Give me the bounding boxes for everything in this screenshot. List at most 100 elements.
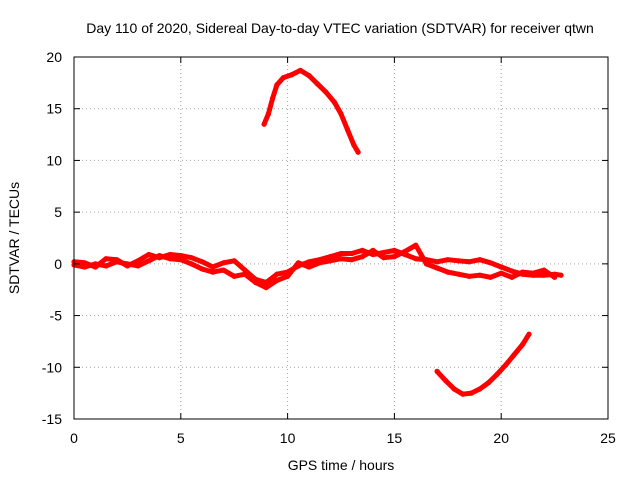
data-point bbox=[314, 81, 321, 87]
data-point bbox=[502, 362, 509, 368]
data-point bbox=[103, 263, 109, 269]
data-point bbox=[443, 378, 449, 384]
data-point bbox=[351, 142, 357, 148]
axis-ticks: 0 5 10 15 20 25 -15 -10 -5 0 5 10 15 20 bbox=[42, 49, 616, 446]
data-point bbox=[359, 254, 365, 260]
x-axis-label: GPS time / hours bbox=[288, 457, 395, 473]
data-point bbox=[445, 257, 451, 263]
data-point bbox=[210, 264, 216, 270]
data-point bbox=[487, 274, 494, 280]
data-point bbox=[423, 261, 429, 267]
data-point bbox=[167, 256, 173, 262]
data-point bbox=[498, 270, 504, 276]
data-point bbox=[188, 255, 195, 261]
data-point bbox=[231, 273, 237, 279]
data-point bbox=[265, 111, 271, 117]
data-point bbox=[487, 260, 494, 266]
data-point bbox=[520, 269, 526, 275]
data-point bbox=[327, 254, 333, 260]
grid bbox=[74, 57, 608, 419]
data-point bbox=[455, 258, 462, 264]
series-main-band-b bbox=[71, 242, 558, 291]
data-point bbox=[349, 250, 355, 257]
x-tick-label: 0 bbox=[70, 430, 78, 446]
data-point bbox=[327, 258, 333, 264]
data-point bbox=[289, 72, 295, 78]
y-tick-label: -15 bbox=[42, 411, 62, 427]
y-tick-label: 0 bbox=[54, 256, 62, 272]
data-point bbox=[552, 274, 558, 280]
data-point bbox=[413, 256, 419, 262]
data-point bbox=[274, 277, 280, 283]
data-point bbox=[231, 258, 237, 264]
data-point bbox=[135, 263, 141, 269]
y-tick-label: 10 bbox=[46, 152, 62, 168]
data-point bbox=[285, 273, 291, 279]
data-point bbox=[242, 267, 248, 273]
data-point bbox=[178, 257, 184, 263]
data-point bbox=[391, 254, 397, 260]
data-point bbox=[263, 285, 269, 291]
data-point bbox=[253, 279, 259, 286]
data-point bbox=[434, 265, 440, 271]
data-point bbox=[220, 267, 227, 273]
data-point bbox=[270, 95, 276, 101]
data-point bbox=[317, 260, 323, 266]
data-point bbox=[434, 259, 440, 265]
data-point bbox=[526, 331, 532, 337]
data-point bbox=[466, 259, 472, 265]
data-point bbox=[434, 368, 440, 374]
data-point bbox=[146, 258, 152, 264]
data-point bbox=[242, 271, 248, 277]
data-point bbox=[274, 82, 280, 88]
data-point bbox=[220, 260, 227, 266]
data-point bbox=[520, 341, 526, 348]
x-tick-label: 10 bbox=[280, 430, 296, 446]
data-point bbox=[156, 253, 162, 259]
data-point bbox=[135, 258, 141, 264]
data-point bbox=[210, 269, 216, 275]
data-point bbox=[103, 256, 109, 262]
data-point bbox=[355, 149, 361, 155]
data-point bbox=[455, 271, 462, 277]
data-point bbox=[338, 256, 344, 262]
data-point bbox=[338, 250, 344, 257]
data-point bbox=[306, 73, 312, 79]
data-point bbox=[477, 386, 483, 392]
data-point bbox=[344, 126, 350, 132]
data-point bbox=[332, 99, 338, 106]
data-point bbox=[261, 121, 267, 127]
data-point bbox=[280, 75, 286, 81]
data-point bbox=[485, 380, 491, 386]
data-point bbox=[477, 257, 483, 263]
data-point bbox=[178, 253, 184, 259]
data-point bbox=[466, 273, 472, 279]
data-point bbox=[306, 264, 312, 270]
data-point bbox=[92, 261, 98, 267]
data-points bbox=[71, 67, 564, 397]
y-tick-label: 15 bbox=[46, 101, 62, 117]
data-point bbox=[381, 255, 387, 261]
data-point bbox=[509, 268, 515, 274]
data-point bbox=[274, 271, 280, 277]
data-point bbox=[370, 247, 376, 253]
data-point bbox=[460, 391, 466, 397]
y-tick-label: 20 bbox=[46, 49, 62, 65]
chart-title: Day 110 of 2020, Sidereal Day-to-day VTE… bbox=[86, 20, 594, 36]
data-point bbox=[359, 247, 365, 253]
data-point bbox=[199, 259, 205, 265]
data-point bbox=[297, 67, 303, 73]
y-tick-label: 5 bbox=[54, 204, 62, 220]
data-point bbox=[323, 89, 329, 95]
data-point bbox=[306, 259, 312, 265]
y-axis-label: SDTVAR / TECUs bbox=[6, 182, 22, 294]
data-point bbox=[498, 264, 504, 270]
data-point bbox=[468, 390, 474, 396]
y-tick-label: -10 bbox=[42, 359, 62, 375]
data-point bbox=[530, 270, 536, 276]
x-tick-label: 20 bbox=[493, 430, 509, 446]
series-lower-arc bbox=[434, 331, 532, 397]
data-point bbox=[402, 248, 408, 254]
data-point bbox=[558, 272, 564, 278]
